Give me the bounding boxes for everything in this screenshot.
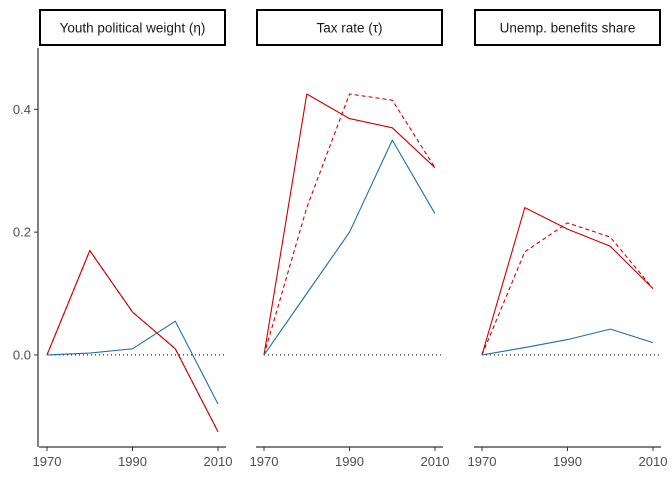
series-line-blue-solid bbox=[46, 320, 219, 405]
series-line-red-solid bbox=[481, 207, 654, 356]
strip-box bbox=[474, 9, 661, 46]
x-tick-label: 1970 bbox=[250, 454, 279, 469]
panel-youth-political-weight: Youth political weight (η) 1970 1990 2010 bbox=[33, 9, 233, 469]
y-axis: 0.0 0.2 0.4 bbox=[13, 48, 39, 447]
strip-label: Unemp. benefits share bbox=[500, 21, 636, 36]
x-tick-label: 2010 bbox=[204, 454, 233, 469]
x-tick-label: 2010 bbox=[639, 454, 668, 469]
series-line-red-dashed bbox=[46, 250, 219, 432]
x-tick-label: 1990 bbox=[118, 454, 147, 469]
strip-box bbox=[39, 9, 226, 46]
series-line-blue-solid bbox=[263, 139, 436, 356]
x-tick-label: 1990 bbox=[335, 454, 364, 469]
x-tick-label: 1970 bbox=[468, 454, 497, 469]
series-line-blue-solid bbox=[481, 328, 654, 356]
strip-label: Youth political weight (η) bbox=[60, 21, 206, 36]
x-tick-label: 1990 bbox=[553, 454, 582, 469]
series-line-red-dashed bbox=[481, 222, 654, 356]
series-line-red-solid bbox=[46, 250, 219, 432]
y-tick-label: 0.0 bbox=[13, 347, 31, 362]
strip-label: Tax rate (τ) bbox=[316, 21, 382, 36]
x-tick-label: 2010 bbox=[421, 454, 450, 469]
series-line-red-dashed bbox=[263, 93, 436, 356]
panel-tax-rate: Tax rate (τ) 1970 1990 2010 bbox=[250, 9, 450, 469]
strip-box bbox=[256, 9, 443, 46]
series-line-red-solid bbox=[263, 93, 436, 355]
panel-unemp-benefits-share: Unemp. benefits share 1970 1990 2010 bbox=[468, 9, 668, 469]
y-tick-label: 0.2 bbox=[13, 225, 31, 240]
y-tick-label: 0.4 bbox=[13, 102, 31, 117]
x-tick-label: 1970 bbox=[33, 454, 62, 469]
